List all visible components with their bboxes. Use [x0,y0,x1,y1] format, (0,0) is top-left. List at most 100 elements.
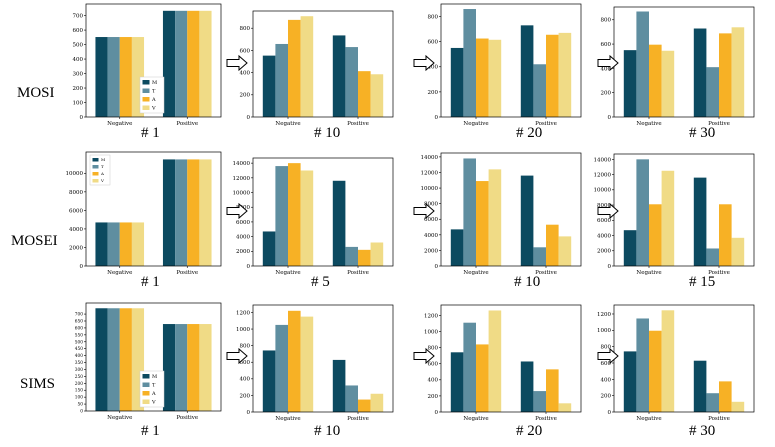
y-tick-label: 200 [75,382,83,387]
row-label-mosei: MOSEI [11,233,58,249]
y-tick-label: 2000 [424,248,438,254]
bar-M-positive [162,324,176,411]
bar-M-negative [450,352,464,412]
y-tick-label: 0 [608,410,612,416]
legend-swatch-M [92,158,99,162]
legend-swatch-M [142,374,150,379]
bar-A-negative [288,310,301,412]
bar-A-positive [546,224,559,266]
legend-swatch-T [142,88,150,93]
bar-T-negative [107,308,120,411]
y-tick-label: 500 [73,42,84,48]
x-tick-label: Negative [636,121,661,127]
bar-T-negative [636,11,649,117]
bar-M-positive [520,361,534,412]
bar-A-positive [187,159,200,266]
legend-swatch-V [142,399,150,404]
bar-V-negative [661,170,675,266]
y-tick-label: 50 [78,403,84,408]
y-tick-label: 450 [75,347,83,352]
bar-M-positive [162,159,176,266]
bar-T-negative [463,322,476,412]
legend-swatch-A [142,391,150,396]
y-tick-label: 200 [601,91,612,97]
legend-swatch-A [142,97,150,102]
y-tick-label: 12000 [233,176,251,182]
bar-A-negative [119,222,132,266]
legend-swatch-A [92,172,99,176]
bar-T-positive [533,391,546,412]
y-tick-label: 6000 [236,220,250,226]
bar-A-positive [546,369,559,412]
bar-T-positive [345,246,358,266]
y-tick-label: 200 [240,93,251,99]
legend-label-M: M [101,157,105,162]
y-tick-label: 12000 [594,172,612,178]
bar-T-negative [463,9,476,117]
epoch-label: # 1 [141,423,160,439]
chart-panel: Negative Positive 0 200 400 600 800 [601,6,755,127]
chart-panel: Negative Positive 0 200 400 600 800 [240,10,394,127]
legend-swatch-T [92,165,99,169]
x-tick-label: Positive [708,121,730,127]
bar-A-negative [476,38,489,117]
right-arrow-icon [226,202,248,220]
y-tick-label: 14000 [421,155,439,161]
x-tick-label: Negative [107,270,132,276]
y-tick-label: 0 [247,410,251,416]
legend-label-V: V [100,178,104,183]
bar-V-negative [131,222,145,266]
epoch-label: # 1 [141,274,160,290]
bar-V-positive [558,236,572,266]
right-arrow-icon [226,347,248,365]
y-tick-label: 400 [240,377,251,383]
bar-M-positive [332,35,346,117]
y-tick-label: 1200 [236,310,250,316]
y-tick-label: 1000 [597,328,611,334]
bar-A-negative [476,344,489,412]
y-tick-label: 6000 [424,217,438,223]
bar-T-positive [533,247,546,266]
y-tick-label: 0 [435,115,439,121]
y-tick-label: 0 [608,115,612,121]
bar-V-negative [300,16,314,118]
bar-A-negative [649,44,662,117]
y-tick-label: 800 [240,26,251,32]
bar-M-positive [332,359,346,412]
bar-M-negative [450,229,464,266]
y-tick-label: 4000 [424,233,438,239]
x-tick-label: Positive [347,416,369,422]
y-tick-label: 300 [75,368,83,373]
y-tick-label: 800 [428,346,439,352]
epoch-label: # 30 [689,125,716,141]
bar-T-negative [275,43,288,117]
x-tick-label: Positive [708,416,730,422]
bar-M-negative [262,350,276,412]
bar-T-positive [345,385,358,412]
bar-M-positive [162,10,176,117]
bar-V-positive [199,159,212,266]
epoch-label: # 20 [516,423,543,439]
epoch-label: # 1 [141,125,160,141]
legend-label-A: A [151,97,156,103]
x-tick-label: Positive [347,270,369,276]
bar-A-positive [358,71,371,117]
right-arrow-icon [597,347,619,365]
y-tick-label: 350 [75,361,83,366]
bar-T-positive [706,248,719,266]
x-tick-label: Positive [347,121,369,127]
bar-A-negative [119,37,132,117]
bar-T-positive [533,64,546,117]
legend-swatch-M [142,80,150,85]
y-tick-label: 400 [73,57,84,63]
bar-T-negative [107,222,120,266]
bar-A-negative [649,204,662,266]
y-tick-label: 400 [428,378,439,384]
axes-frame [252,304,394,413]
bar-T-negative [636,318,649,412]
chart-panel: Negative Positive 0 200 400 600 800 [428,3,582,127]
bar-A-negative [288,19,301,118]
x-tick-label: Negative [275,121,300,127]
y-tick-label: 200 [73,86,84,92]
